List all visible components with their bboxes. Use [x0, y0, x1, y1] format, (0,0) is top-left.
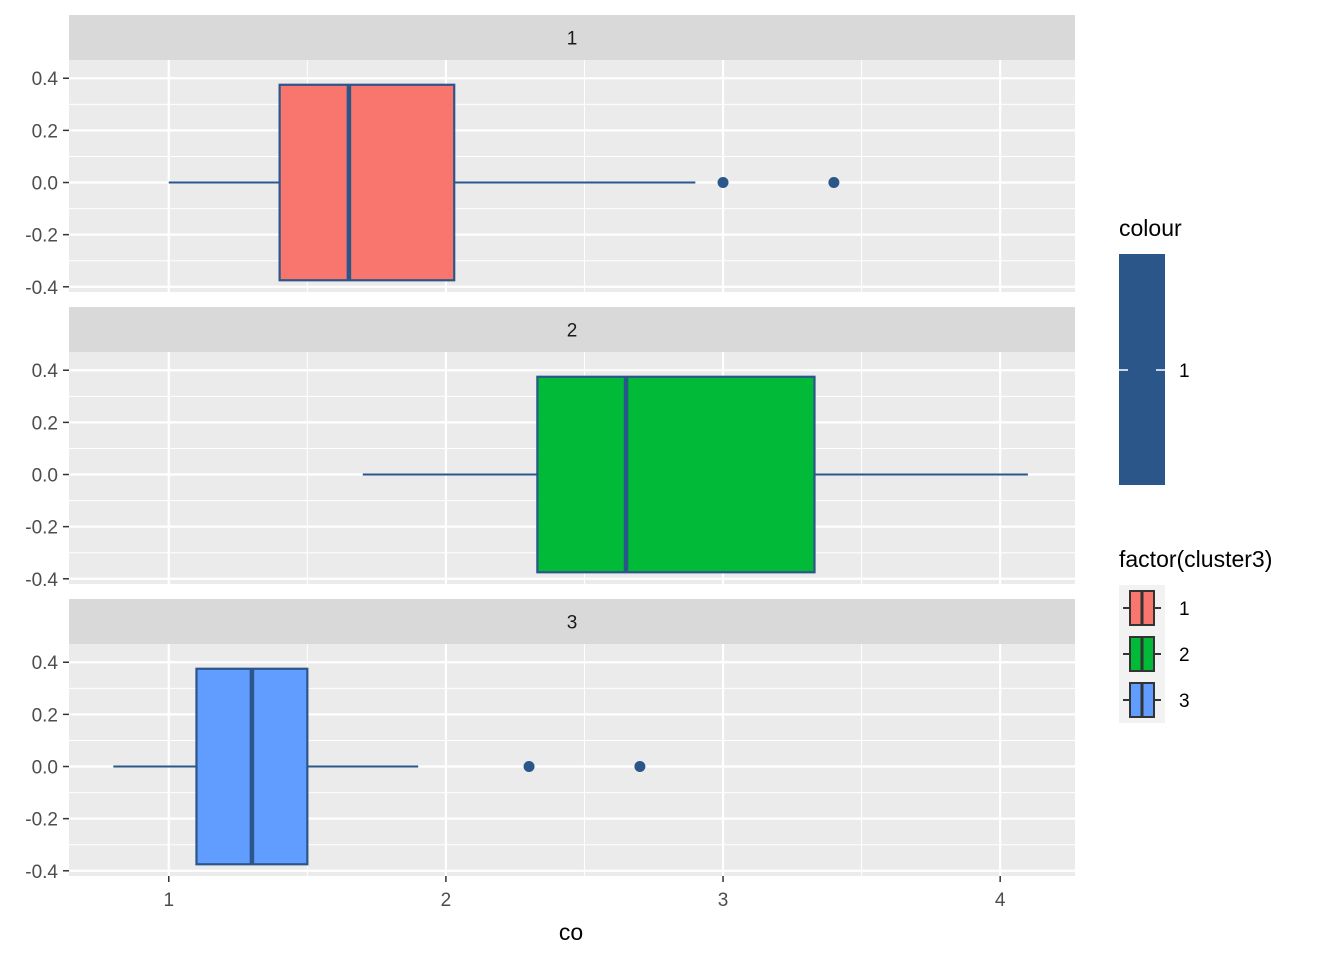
y-tick-label: -0.4: [25, 570, 58, 591]
facet-strip: [69, 307, 1075, 352]
y-tick-label: -0.2: [25, 226, 58, 247]
legend-title: colour: [1119, 215, 1182, 241]
y-tick-label: 0.2: [32, 121, 58, 142]
outlier-point: [523, 761, 535, 773]
y-tick-label: 0.0: [32, 758, 58, 779]
colour-legend: colour 1: [1119, 215, 1190, 485]
panel-background: [69, 60, 1075, 292]
outlier-point: [634, 761, 646, 773]
box-iqr: [536, 375, 816, 574]
x-axis: 1 2 3 4: [163, 876, 1006, 911]
y-tick-label: -0.2: [25, 518, 58, 539]
facet-strip-label: 2: [567, 321, 578, 342]
x-axis-title: co: [559, 919, 583, 945]
fill-legend: factor(cluster3) 1 2 3: [1119, 546, 1272, 723]
legend-key: [1123, 682, 1161, 718]
facet-strip-label: 3: [567, 613, 578, 634]
outlier-point: [828, 177, 840, 189]
y-tick-label: 0.2: [32, 705, 58, 726]
y-tick-label: -0.4: [25, 862, 58, 883]
facet-strip: [69, 15, 1075, 60]
y-tick-label: 0.4: [32, 69, 59, 90]
y-tick-label: -0.2: [25, 810, 58, 831]
y-tick-label: 0.0: [32, 174, 58, 195]
y-tick-label: 0.2: [32, 413, 58, 434]
legend-label: 2: [1179, 645, 1190, 666]
facet-panel-3: 3 0.4 0.2 0.0 -0.2 -0.4: [25, 599, 1075, 883]
legend-label: 3: [1179, 691, 1190, 712]
y-tick-label: -0.4: [25, 278, 58, 299]
box-iqr: [278, 83, 456, 282]
panels-layer: 1 0.4 0.2 0.0 -0.2 -0.4 2 0.4 0.2 0.0 -0.2 -0.4 3 0.4…: [25, 15, 1075, 883]
legend-title: factor(cluster3): [1119, 546, 1272, 572]
outlier-point: [717, 177, 729, 189]
legend-key: [1123, 636, 1161, 672]
x-tick-label: 3: [718, 890, 729, 911]
facet-panel-2: 2 0.4 0.2 0.0 -0.2 -0.4: [25, 307, 1075, 591]
facet-strip-label: 1: [567, 29, 578, 50]
facet-panel-1: 1 0.4 0.2 0.0 -0.2 -0.4: [25, 15, 1075, 299]
legend-label: 1: [1179, 599, 1190, 620]
y-tick-label: 0.4: [32, 653, 59, 674]
y-tick-label: 0.4: [32, 361, 59, 382]
y-tick-label: 0.0: [32, 466, 58, 487]
legend: colour 1 factor(cluster3) 1 2 3: [1119, 215, 1272, 723]
legend-key: [1123, 590, 1161, 626]
x-tick-label: 4: [995, 890, 1006, 911]
x-tick-label: 2: [441, 890, 452, 911]
x-tick-label: 1: [163, 890, 174, 911]
facet-strip: [69, 599, 1075, 644]
legend-label: 1: [1179, 361, 1190, 382]
